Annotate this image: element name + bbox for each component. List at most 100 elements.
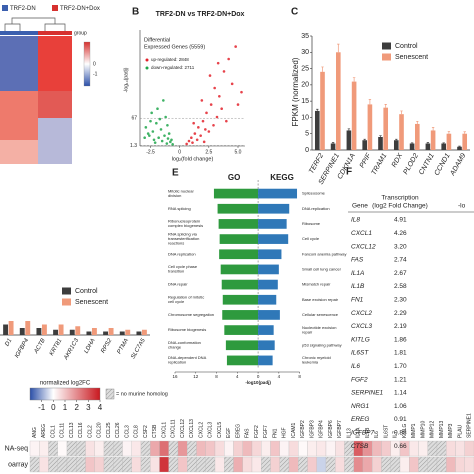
x-tick-label: RPS2 <box>100 337 113 354</box>
table-cell: SERPINE1 <box>351 390 384 397</box>
table-cell: CXCL1 <box>351 230 372 237</box>
table-cell: FAS <box>351 257 364 264</box>
bar <box>25 321 31 335</box>
legend-label: TRF2-DN+Dox <box>60 6 100 12</box>
point <box>152 138 156 142</box>
bar <box>219 234 259 244</box>
heatmap-cell <box>205 440 216 457</box>
bar <box>320 71 325 150</box>
bar <box>425 143 431 150</box>
table-cell: IGFBP7 <box>351 430 375 437</box>
point <box>146 132 150 135</box>
bar <box>53 329 59 335</box>
heatmap-cell <box>251 440 262 457</box>
category-label: Chronic myeloid leukemia <box>302 355 332 364</box>
heatmap-cell <box>150 440 160 457</box>
series-title: GO <box>228 173 240 182</box>
legend-swatch <box>382 42 391 50</box>
heatmap-cell <box>372 440 382 457</box>
table-cell: 1.86 <box>394 336 407 343</box>
heatmap-cell <box>436 440 447 457</box>
heatmap-cell <box>103 440 114 457</box>
point <box>170 138 173 142</box>
table-cell: NRG1 <box>351 403 369 410</box>
bar <box>409 143 415 150</box>
bar <box>258 294 277 305</box>
y-tick-label: 10 <box>301 114 309 121</box>
heatmap-cell <box>464 440 474 457</box>
legend-swatch <box>382 53 391 61</box>
column-label: AREG <box>41 424 47 438</box>
heatmap-cell <box>168 456 179 473</box>
category-label: DNA replication <box>302 206 330 211</box>
point <box>215 115 219 119</box>
point <box>163 134 166 137</box>
category-label: Regulation of mitotic cell cycle <box>168 295 205 304</box>
point <box>159 128 163 131</box>
heatmap-cell <box>131 456 142 473</box>
heatmap-cell <box>122 440 132 457</box>
point <box>212 123 215 127</box>
heatmap-cell <box>94 440 105 457</box>
column-label: SERPINE1 <box>467 413 473 438</box>
heatmap-cell <box>335 440 345 457</box>
error-bar <box>363 138 366 141</box>
category-label: Cellular senescence <box>302 312 339 317</box>
y-axis-label: FPKM (normalized) <box>291 57 300 126</box>
heatmap-cell <box>94 456 105 473</box>
x-tick-label: KRT81 <box>49 338 63 357</box>
x-axis-label: -log10(padj) <box>245 380 271 385</box>
column-label: IL6ST <box>383 425 389 438</box>
y-tick-label: 30 <box>301 49 309 56</box>
bar <box>393 140 399 150</box>
column-label: CXCL12 <box>180 419 186 438</box>
point <box>220 107 223 111</box>
heatmap-cell <box>418 456 428 473</box>
column-label: HGF <box>282 427 288 438</box>
category-label: Ribosome <box>302 221 321 226</box>
heatmap-cell <box>214 440 225 457</box>
series-title: KEGG <box>270 173 294 182</box>
heatmap-cell <box>270 440 280 457</box>
heatmap-cell <box>381 456 391 473</box>
point <box>156 107 159 111</box>
category-label: DNA replication <box>168 251 196 256</box>
table-cell: 1.70 <box>394 363 407 370</box>
column-label: CXCL3 <box>208 422 214 438</box>
bar <box>224 325 259 335</box>
category-label: Spliceosome <box>302 191 326 196</box>
heatmap-cell <box>362 456 373 473</box>
bar <box>258 249 282 260</box>
heatmap-cell <box>418 440 428 457</box>
bar <box>86 331 92 335</box>
bar <box>69 329 75 335</box>
point <box>230 82 234 86</box>
category-label: Base excision repair <box>302 297 339 302</box>
legend-label: TRF2-DN <box>10 6 36 12</box>
bar <box>258 325 274 335</box>
no-data-label: = no murine homolog <box>116 391 168 397</box>
bar <box>351 81 357 150</box>
y-tick-label: 0 <box>305 147 309 154</box>
row-label: NA-seq <box>5 445 28 452</box>
heatmap-cell <box>214 456 225 473</box>
x-tick-label: TRAM1 <box>370 152 388 176</box>
heatmap-cell <box>270 456 280 473</box>
column-label: IGFBP2 <box>300 420 306 438</box>
x-tick-label: AKR1C3 <box>63 337 81 362</box>
bar <box>58 324 64 335</box>
panel-label: C <box>291 7 298 18</box>
heatmap-cell <box>325 440 336 457</box>
table-cell: 3.20 <box>394 243 407 250</box>
legend-label: down-regulated: 2711 <box>151 65 195 70</box>
column-label: FN1 <box>272 428 278 438</box>
column-label: CCL26 <box>115 422 121 438</box>
bar <box>258 310 280 320</box>
bar <box>75 326 81 335</box>
legend-marker <box>145 66 149 70</box>
point <box>216 61 220 65</box>
bar <box>330 143 336 150</box>
error-bar <box>368 99 372 105</box>
column-label: IGFBP4 <box>319 420 325 438</box>
